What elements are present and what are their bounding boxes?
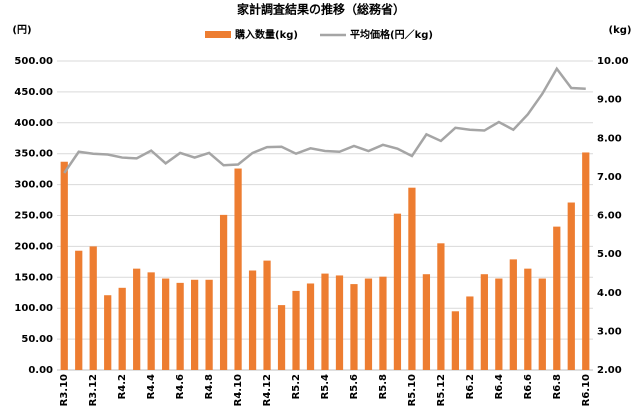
- y-tick-label: 0.00: [28, 365, 53, 376]
- bar: [582, 152, 590, 370]
- bar: [248, 270, 257, 370]
- x-tick-label: R6.6: [523, 374, 534, 399]
- x-tick-label: R4.6: [175, 374, 186, 399]
- x-tick-label: R5.4: [320, 374, 331, 399]
- bar: [451, 311, 459, 370]
- x-tick-label: R6.4: [494, 374, 505, 399]
- x-tick-label: R6.10: [581, 374, 592, 406]
- x-tick-label: R4.10: [233, 374, 244, 406]
- y2-tick-label: 4.00: [597, 288, 622, 299]
- y2-tick-label: 9.00: [597, 95, 622, 106]
- x-tick-label: R3.10: [59, 374, 70, 406]
- x-tick-label: R6.8: [552, 374, 563, 399]
- y-tick-label: 50.00: [21, 334, 53, 345]
- bar: [306, 283, 315, 370]
- line: [63, 66, 586, 174]
- x-tick-label: R3.12: [88, 374, 99, 406]
- y2-tick-label: 2.00: [597, 365, 622, 376]
- y2-axis-label: (kg): [609, 25, 632, 36]
- y2-tick-label: 8.00: [597, 133, 622, 144]
- x-tick-label: R5.12: [436, 374, 447, 406]
- y-tick-label: 150.00: [14, 272, 53, 283]
- bar: [495, 278, 503, 370]
- bar: [364, 278, 373, 370]
- bar: [219, 214, 228, 370]
- x-tick-label: R6.2: [465, 374, 476, 399]
- bar: [191, 279, 199, 370]
- y-tick-label: 500.00: [14, 56, 53, 67]
- bar: [263, 260, 271, 370]
- bar: [524, 268, 532, 370]
- bar: [292, 290, 300, 370]
- y-axis-label: (円): [12, 24, 31, 36]
- bar: [350, 284, 358, 370]
- bar: [89, 246, 97, 370]
- chart-title: 家計調査結果の推移（総務省）: [237, 2, 405, 17]
- bar: [321, 273, 329, 370]
- bar: [509, 259, 517, 370]
- bar: [205, 279, 213, 370]
- bar: [538, 278, 546, 370]
- y-tick-label: 250.00: [14, 211, 53, 222]
- bar: [60, 161, 68, 370]
- y2-tick-label: 7.00: [597, 172, 622, 183]
- legend-label: 平均価格(円／kg): [350, 28, 433, 41]
- legend-label: 購入数量(kg): [234, 28, 298, 41]
- bar: [147, 272, 155, 370]
- x-tick-label: R4.4: [146, 374, 157, 399]
- bar: [118, 287, 126, 370]
- bar: [277, 305, 286, 370]
- bar: [466, 296, 474, 370]
- bar: [162, 278, 170, 370]
- y-tick-label: 350.00: [14, 149, 53, 160]
- y2-tick-label: 3.00: [597, 326, 622, 337]
- bar: [104, 295, 112, 370]
- bar: [553, 226, 561, 370]
- bar: [393, 213, 402, 370]
- bar: [335, 275, 344, 370]
- bar: [234, 168, 242, 370]
- bar: [437, 243, 445, 370]
- y-tick-label: 100.00: [14, 303, 53, 314]
- x-tick-label: R4.12: [262, 374, 273, 406]
- legend-swatch: [205, 31, 231, 38]
- x-tick-label: R4.8: [204, 374, 215, 399]
- y2-tick-label: 5.00: [597, 249, 622, 260]
- bar: [408, 187, 416, 370]
- bar: [75, 250, 83, 370]
- x-tick-label: R5.2: [291, 374, 302, 399]
- bar: [176, 282, 184, 370]
- bar: [133, 268, 141, 370]
- y-tick-label: 400.00: [14, 118, 53, 129]
- x-tick-label: R5.6: [349, 374, 360, 399]
- y2-tick-label: 6.00: [597, 211, 622, 222]
- x-tick-label: R4.2: [117, 374, 128, 399]
- bar: [379, 276, 387, 370]
- y-tick-label: 200.00: [14, 241, 53, 252]
- bar: [567, 202, 575, 370]
- bar: [480, 274, 488, 370]
- x-tick-label: R5.8: [378, 374, 389, 399]
- y2-tick-label: 10.00: [597, 56, 629, 67]
- x-tick-label: R5.10: [407, 374, 418, 406]
- y-tick-label: 450.00: [14, 87, 53, 98]
- y-tick-label: 300.00: [14, 180, 53, 191]
- bar: [422, 274, 431, 370]
